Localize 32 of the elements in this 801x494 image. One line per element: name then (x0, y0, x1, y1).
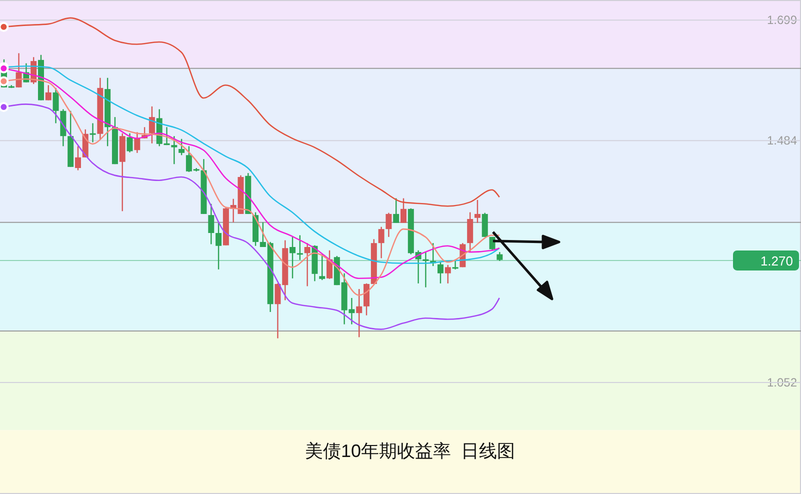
candlestick (148, 106, 155, 144)
candlestick (393, 198, 400, 224)
candlestick (422, 251, 429, 288)
candlestick (482, 212, 488, 238)
candlestick (437, 262, 444, 284)
candlestick (452, 259, 458, 270)
candlestick (400, 198, 406, 224)
candlestick (74, 146, 81, 171)
candlestick (52, 87, 59, 124)
candlestick (90, 122, 96, 143)
candlestick (216, 222, 222, 270)
candlestick (134, 132, 140, 154)
candlestick (45, 84, 52, 101)
candlestick (326, 250, 333, 280)
candlestick (444, 264, 451, 284)
candlestick (296, 234, 303, 260)
candlestick (208, 203, 214, 245)
candlestick (386, 212, 392, 238)
candlestick (474, 199, 480, 224)
candlestick (126, 132, 133, 153)
y-tick-label: 1.484 (766, 134, 798, 148)
candlestick (304, 242, 310, 287)
candlestick (171, 136, 178, 165)
candlestick (178, 138, 185, 156)
candlestick (290, 236, 296, 279)
candlestick (16, 52, 22, 88)
text: 美债10年期收益率 日线图 (304, 440, 516, 463)
candlestick (378, 226, 384, 259)
candlestick (319, 254, 326, 281)
ref-line-label: 1.270 (760, 253, 793, 268)
candlestick (364, 282, 370, 316)
candlestick (356, 288, 362, 338)
